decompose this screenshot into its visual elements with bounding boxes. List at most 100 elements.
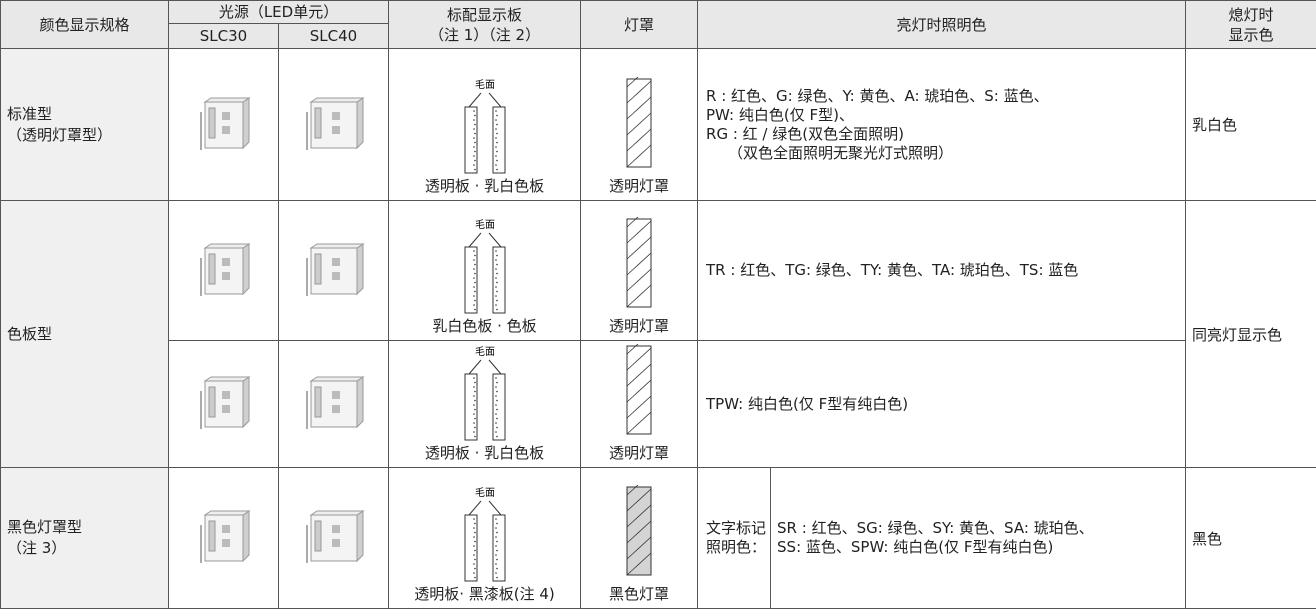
spec-line: （注 3） xyxy=(7,538,168,559)
cover-cell: 透明灯罩 xyxy=(581,341,698,468)
table-row: 黑色灯罩型（注 3）毛面透明板· 黑漆板(注 4)黑色灯罩文字标记照明色：SR … xyxy=(1,468,1316,609)
matte-dot xyxy=(474,115,476,117)
cover-caption: 黑色灯罩 xyxy=(609,583,669,604)
unit-chip xyxy=(222,405,230,413)
panel-plate xyxy=(465,247,477,313)
cover-cell: 透明灯罩 xyxy=(581,49,698,201)
arrow xyxy=(469,360,481,374)
led-cell xyxy=(169,49,279,201)
arrow xyxy=(469,501,481,515)
panel-stack: 毛面透明板 · 乳白色板 xyxy=(389,79,580,200)
matte-dot xyxy=(495,545,497,547)
matte-dot xyxy=(496,382,498,384)
cover-stack: 透明灯罩 xyxy=(581,217,697,340)
led-unit-image xyxy=(302,238,366,300)
matte-dot xyxy=(473,146,475,148)
matte-dot xyxy=(495,286,497,288)
matte-dot xyxy=(496,160,498,162)
unit-pin xyxy=(315,254,321,284)
matte-dot xyxy=(474,427,476,429)
matte-dot xyxy=(474,160,476,162)
panel-caption: 透明板 · 乳白色板 xyxy=(425,442,544,463)
matte-dot xyxy=(473,518,475,520)
matte-dot xyxy=(474,282,476,284)
unit-chip xyxy=(222,112,230,120)
matte-dot xyxy=(474,291,476,293)
panel-cell: 毛面乳白色板 · 色板 xyxy=(389,201,581,341)
unit-top xyxy=(205,98,249,102)
unit-side xyxy=(243,377,249,427)
off-color-cell: 黑色 xyxy=(1186,468,1316,609)
arrow xyxy=(489,501,501,515)
unit-top xyxy=(311,98,363,102)
matte-dot xyxy=(474,418,476,420)
matte-dot xyxy=(473,119,475,121)
led-unit-image xyxy=(302,505,366,567)
header-cell: SLC40 xyxy=(279,24,389,49)
panel-plate xyxy=(493,107,505,173)
matte-dot xyxy=(473,277,475,279)
matte-dot xyxy=(474,264,476,266)
matte-dot xyxy=(474,124,476,126)
led-cell xyxy=(169,468,279,609)
panel-diagram: 毛面 xyxy=(445,219,525,315)
matte-dot xyxy=(496,142,498,144)
matte-dot xyxy=(496,532,498,534)
matte-dot xyxy=(473,563,475,565)
matte-dot xyxy=(474,559,476,561)
unit-pin xyxy=(315,521,321,551)
matte-dot xyxy=(473,304,475,306)
panel-cell: 毛面透明板 · 乳白色板 xyxy=(389,49,581,201)
cover-caption: 透明灯罩 xyxy=(609,175,669,196)
matte-dot xyxy=(495,377,497,379)
matte-dot xyxy=(474,300,476,302)
panel-plate xyxy=(465,374,477,440)
matte-dot xyxy=(495,119,497,121)
panel-plate xyxy=(465,515,477,581)
panel-caption: 透明板· 黑漆板(注 4) xyxy=(414,583,555,604)
panel-diagram: 毛面 xyxy=(445,79,525,175)
lit-color-cell: TPW: 纯白色(仅 F型有纯白色) xyxy=(698,341,1186,468)
spec-line: 标准型 xyxy=(7,104,168,125)
spec-line: 色板型 xyxy=(7,324,168,345)
arrow xyxy=(489,360,501,374)
cover-stack: 透明灯罩 xyxy=(581,344,697,467)
panel-diagram: 毛面 xyxy=(445,487,525,583)
unit-chip xyxy=(332,112,340,120)
led-cell xyxy=(169,201,279,341)
matte-dot xyxy=(496,577,498,579)
matte-dot xyxy=(495,386,497,388)
matte-dot xyxy=(473,259,475,261)
matte-dot xyxy=(496,282,498,284)
unit-top xyxy=(205,377,249,381)
led-cell xyxy=(279,468,389,609)
off-color-cell: 乳白色 xyxy=(1186,49,1316,201)
unit-top xyxy=(205,511,249,515)
matte-dot xyxy=(473,422,475,424)
led-unit-image xyxy=(192,238,256,300)
matte-dot xyxy=(496,436,498,438)
header-cell: 光源（LED单元） xyxy=(169,1,389,24)
lit-color-line: SR : 红色、SG: 绿色、SY: 黄色、SA: 琥珀色、 xyxy=(777,519,1094,538)
matte-dot xyxy=(473,377,475,379)
matte-dot xyxy=(495,110,497,112)
lit-label-line: 文字标记 xyxy=(706,519,766,538)
cover-cell: 黑色灯罩 xyxy=(581,468,698,609)
matte-dot xyxy=(474,577,476,579)
matte-dot xyxy=(474,133,476,135)
unit-chip xyxy=(222,539,230,547)
cover-stack: 黑色灯罩 xyxy=(581,485,697,608)
lit-color-line: SS: 蓝色、SPW: 纯白色(仅 F型有纯白色) xyxy=(777,538,1094,557)
matte-dot xyxy=(496,264,498,266)
header-cell: 熄灯时显示色 xyxy=(1186,1,1316,49)
header-cell: SLC30 xyxy=(169,24,279,49)
panel-plate xyxy=(493,247,505,313)
matte-dot xyxy=(495,572,497,574)
matte-label: 毛面 xyxy=(475,487,495,499)
spec-cell: 标准型（透明灯罩型） xyxy=(1,49,169,201)
matte-dot xyxy=(495,259,497,261)
unit-side xyxy=(357,511,363,561)
